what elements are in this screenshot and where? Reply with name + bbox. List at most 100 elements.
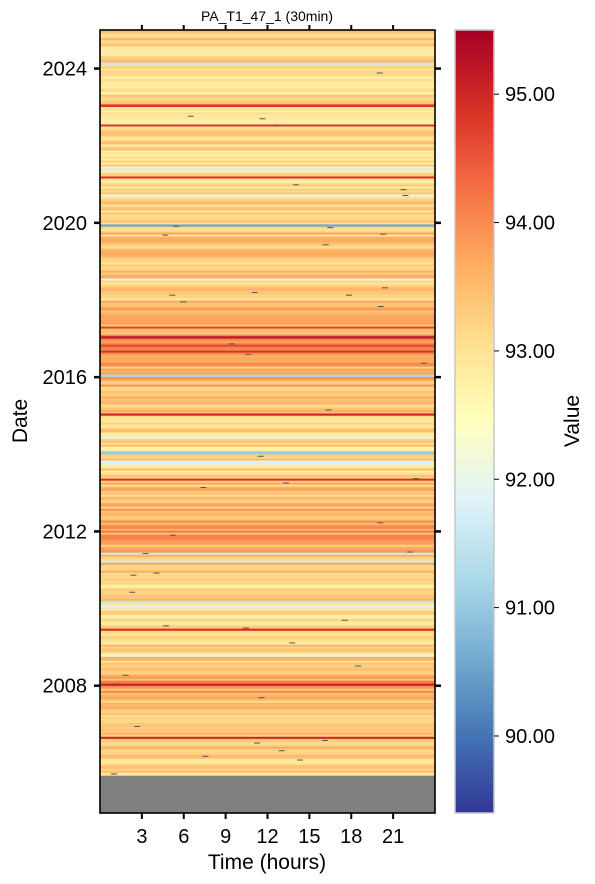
heatmap-row — [100, 32, 435, 35]
heatmap-row — [100, 764, 435, 767]
heatmap-row — [100, 330, 435, 333]
heatmap-row — [100, 244, 435, 247]
colorbar-tick-label: 95.00 — [505, 84, 555, 106]
heatmap-row — [100, 38, 435, 41]
heatmap-row — [100, 700, 435, 703]
heatmap-row — [100, 68, 435, 71]
heatmap-row — [100, 748, 435, 751]
heatmap-row — [100, 256, 435, 259]
heatmap-row — [100, 358, 435, 361]
heatmap-row — [100, 716, 435, 719]
heatmap-row — [100, 82, 435, 85]
heatmap-row-highlight — [100, 62, 435, 65]
heatmap-row — [100, 696, 435, 699]
heatmap-row — [100, 320, 435, 323]
heatmap-row — [100, 460, 435, 463]
heatmap-row — [100, 490, 435, 493]
heatmap-row — [100, 350, 435, 353]
heatmap-row — [100, 80, 435, 83]
heatmap-row — [100, 314, 435, 317]
x-tick-label: 9 — [220, 826, 231, 848]
heatmap-row — [100, 680, 435, 683]
heatmap-row — [100, 338, 435, 341]
heatmap-row — [100, 538, 435, 541]
colorbar-tick-label: 92.00 — [505, 469, 555, 491]
heatmap-row — [100, 698, 435, 701]
heatmap-row — [100, 594, 435, 597]
colorbar-ticks: 90.00 91.00 92.00 93.00 94.00 95.00 — [494, 84, 555, 748]
heatmap-row — [100, 112, 435, 115]
heatmap-row — [100, 262, 435, 265]
heatmap-row — [100, 714, 435, 717]
heatmap-row — [100, 476, 435, 479]
heatmap-row — [100, 568, 435, 571]
heatmap-row — [100, 634, 435, 637]
heatmap-row — [100, 730, 435, 733]
heatmap-row — [100, 216, 435, 219]
heatmap-row — [100, 100, 435, 103]
heatmap-row — [100, 638, 435, 641]
heatmap-row — [100, 58, 435, 61]
heatmap-row — [100, 304, 435, 307]
heatmap-row — [100, 250, 435, 253]
heatmap-row — [100, 506, 435, 509]
heatmap-row — [100, 366, 435, 369]
heatmap-row — [100, 650, 435, 653]
heatmap-row — [100, 518, 435, 521]
heatmap-row — [100, 670, 435, 673]
heatmap-row — [100, 416, 435, 419]
heatmap-row — [100, 96, 435, 99]
heatmap-row — [100, 600, 435, 603]
x-axis: 3 6 9 12 15 18 21 — [136, 25, 404, 848]
x-tick-label: 3 — [136, 826, 147, 848]
heatmap-row — [100, 86, 435, 89]
heatmap-row — [100, 468, 435, 471]
heatmap-row-highlight — [100, 451, 435, 455]
heatmap-row — [100, 746, 435, 749]
heatmap-row — [100, 288, 435, 291]
heatmap-row — [100, 672, 435, 675]
colorbar-label: Value — [561, 395, 584, 447]
heatmap-row — [100, 352, 435, 355]
heatmap-row — [100, 310, 435, 313]
y-tick-label: 2008 — [43, 676, 88, 698]
heatmap-row — [100, 656, 435, 659]
y-tick-label: 2016 — [43, 367, 88, 389]
heatmap-row — [100, 398, 435, 401]
heatmap-row — [100, 636, 435, 639]
heatmap-row — [100, 434, 435, 437]
heatmap-row — [100, 164, 435, 167]
heatmap-row — [100, 524, 435, 527]
heatmap-row — [100, 456, 435, 459]
heatmap-row — [100, 658, 435, 661]
heatmap-row — [100, 202, 435, 205]
heatmap-row — [100, 756, 435, 759]
heatmap-row — [100, 174, 435, 177]
heatmap-row — [100, 196, 435, 199]
heatmap-row — [100, 694, 435, 697]
heatmap-rows — [100, 30, 435, 775]
heatmap-row — [100, 644, 435, 647]
y-tick-label: 2024 — [43, 59, 88, 81]
heatmap-row — [100, 210, 435, 213]
heatmap-row — [100, 546, 435, 549]
heatmap-row — [100, 182, 435, 185]
heatmap-row — [100, 230, 435, 233]
heatmap-row — [100, 406, 435, 409]
heatmap-row — [100, 252, 435, 255]
heatmap-row — [100, 604, 435, 607]
heatmap-row — [100, 430, 435, 433]
heatmap-row — [100, 584, 435, 587]
heatmap-row — [100, 110, 435, 113]
heatmap-row — [100, 232, 435, 235]
heatmap-row — [100, 404, 435, 407]
heatmap-row — [100, 632, 435, 635]
heatmap-row — [100, 612, 435, 615]
heatmap-row — [100, 150, 435, 153]
heatmap-row — [100, 260, 435, 263]
heatmap-row — [100, 380, 435, 383]
heatmap-row-highlight — [100, 224, 435, 227]
x-tick-label: 21 — [382, 826, 404, 848]
heatmap-row — [100, 598, 435, 601]
